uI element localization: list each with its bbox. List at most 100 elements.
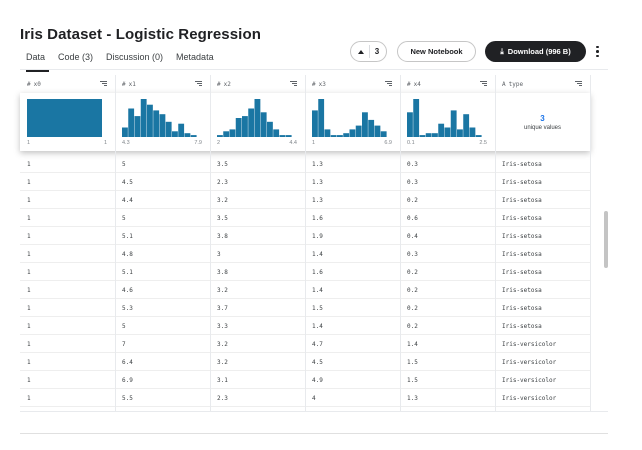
table-cell: Iris-setosa (502, 251, 542, 258)
tab-data[interactable]: Data (26, 52, 46, 62)
column-header-4[interactable]: # x4 (400, 75, 495, 93)
unique-label: unique values (523, 124, 562, 131)
more-options-icon[interactable] (596, 45, 599, 58)
histogram-bar (330, 135, 337, 137)
table-cell: 0.3 (407, 161, 418, 168)
histogram-bar (318, 99, 325, 137)
table-cell: 6.9 (122, 377, 133, 384)
histogram-max-label: 1 (103, 140, 107, 146)
new-notebook-button[interactable]: New Notebook (397, 41, 476, 62)
column-divider (305, 75, 306, 412)
column-name: x0 (33, 80, 41, 88)
table-cell: 0.3 (407, 179, 418, 186)
vertical-scrollbar[interactable] (604, 211, 608, 268)
tab-bar: Data Code (3) Discussion (0) Metadata (26, 52, 214, 62)
table-cell: 5.5 (122, 395, 133, 402)
table-cell: 1.4 (312, 323, 323, 330)
table-cell: 2.3 (217, 395, 228, 402)
table-cell: Iris-versicolor (502, 377, 557, 384)
histogram-bar (425, 133, 432, 137)
column-header-3[interactable]: # x3 (305, 75, 400, 93)
sort-filter-icon[interactable] (195, 81, 202, 87)
table-cell: 0.2 (407, 197, 418, 204)
column-header-1[interactable]: # x1 (115, 75, 210, 93)
header-actions: 3 New Notebook ⤓ Download (996 B) (350, 41, 599, 62)
column-divider (495, 75, 496, 412)
column-type-icon: # (217, 80, 221, 88)
histogram-bar (450, 110, 457, 137)
column-name: x1 (128, 80, 136, 88)
download-label: Download (996 B) (507, 47, 571, 56)
histogram-x3[interactable]: 1 6.9 (305, 93, 400, 151)
table-cell: 5.1 (122, 269, 133, 276)
histogram-bar (165, 121, 172, 137)
histogram-bar (235, 118, 242, 137)
table-cell: 3.3 (217, 323, 228, 330)
histogram-bar (312, 110, 318, 137)
table-cell: 5 (122, 161, 126, 168)
column-name: type (508, 80, 524, 88)
column-divider (210, 75, 211, 412)
histogram-bar (190, 135, 197, 137)
histogram-bar (438, 123, 445, 137)
histogram-bar (349, 129, 356, 137)
active-tab-indicator (26, 70, 49, 72)
download-button[interactable]: ⤓ Download (996 B) (485, 41, 586, 62)
sort-filter-icon[interactable] (480, 81, 487, 87)
histogram-bar (475, 135, 482, 137)
column-header-0[interactable]: # x0 (20, 75, 115, 93)
column-name: x4 (413, 80, 421, 88)
upvote-button[interactable]: 3 (350, 41, 387, 62)
histogram-bar (380, 131, 387, 137)
histogram-max-label: 2.5 (479, 140, 487, 146)
table-cell: Iris-setosa (502, 269, 542, 276)
table-cell: Iris-versicolor (502, 395, 557, 402)
table-cell: 1.3 (312, 197, 323, 204)
tab-discussion[interactable]: Discussion (0) (106, 52, 164, 62)
histogram-x4[interactable]: 0.1 2.5 (400, 93, 495, 151)
table-cell: 5.1 (122, 233, 133, 240)
histogram-bar (337, 135, 343, 137)
sort-filter-icon[interactable] (290, 81, 297, 87)
table-cell: Iris-setosa (502, 305, 542, 312)
sort-filter-icon[interactable] (385, 81, 392, 87)
table-cell: 1.3 (312, 179, 323, 186)
histogram-x2[interactable]: 2 4.4 (210, 93, 305, 151)
histogram-bar (153, 110, 160, 137)
table-cell: 1 (27, 161, 31, 168)
table-cell: 3.8 (217, 233, 228, 240)
table-cell: 1.4 (312, 251, 323, 258)
table-cell: Iris-setosa (502, 287, 542, 294)
table-cell: 4.7 (312, 341, 323, 348)
histogram-bar (457, 129, 463, 137)
histogram-bar (242, 116, 248, 137)
column-header-2[interactable]: # x2 (210, 75, 305, 93)
histogram-bar (128, 108, 135, 137)
table-cell: 5 (122, 215, 126, 222)
table-cell: 1 (27, 305, 31, 312)
table-cell: 1 (27, 179, 31, 186)
table-cell: Iris-setosa (502, 323, 542, 330)
histogram-bar (267, 121, 273, 137)
download-icon: ⤓ (500, 46, 504, 56)
histogram-bar (407, 112, 413, 137)
column-divider (400, 75, 401, 412)
histogram-bar (273, 129, 280, 137)
table-cell: 1 (27, 233, 31, 240)
histogram-min-label: 0.1 (407, 140, 415, 146)
sort-filter-icon[interactable] (100, 81, 107, 87)
histogram-x1[interactable]: 4.3 7.9 (115, 93, 210, 151)
table-cell: 1.4 (312, 287, 323, 294)
table-cell: 4 (312, 395, 316, 402)
table-cell: 3.2 (217, 359, 228, 366)
histogram-bar (248, 108, 255, 137)
tab-code[interactable]: Code (3) (58, 52, 94, 62)
sort-filter-icon[interactable] (575, 81, 582, 87)
histogram-bar (159, 114, 166, 137)
tab-metadata[interactable]: Metadata (176, 52, 214, 62)
footer-divider (20, 433, 608, 434)
histogram-min-label: 1 (312, 140, 316, 146)
